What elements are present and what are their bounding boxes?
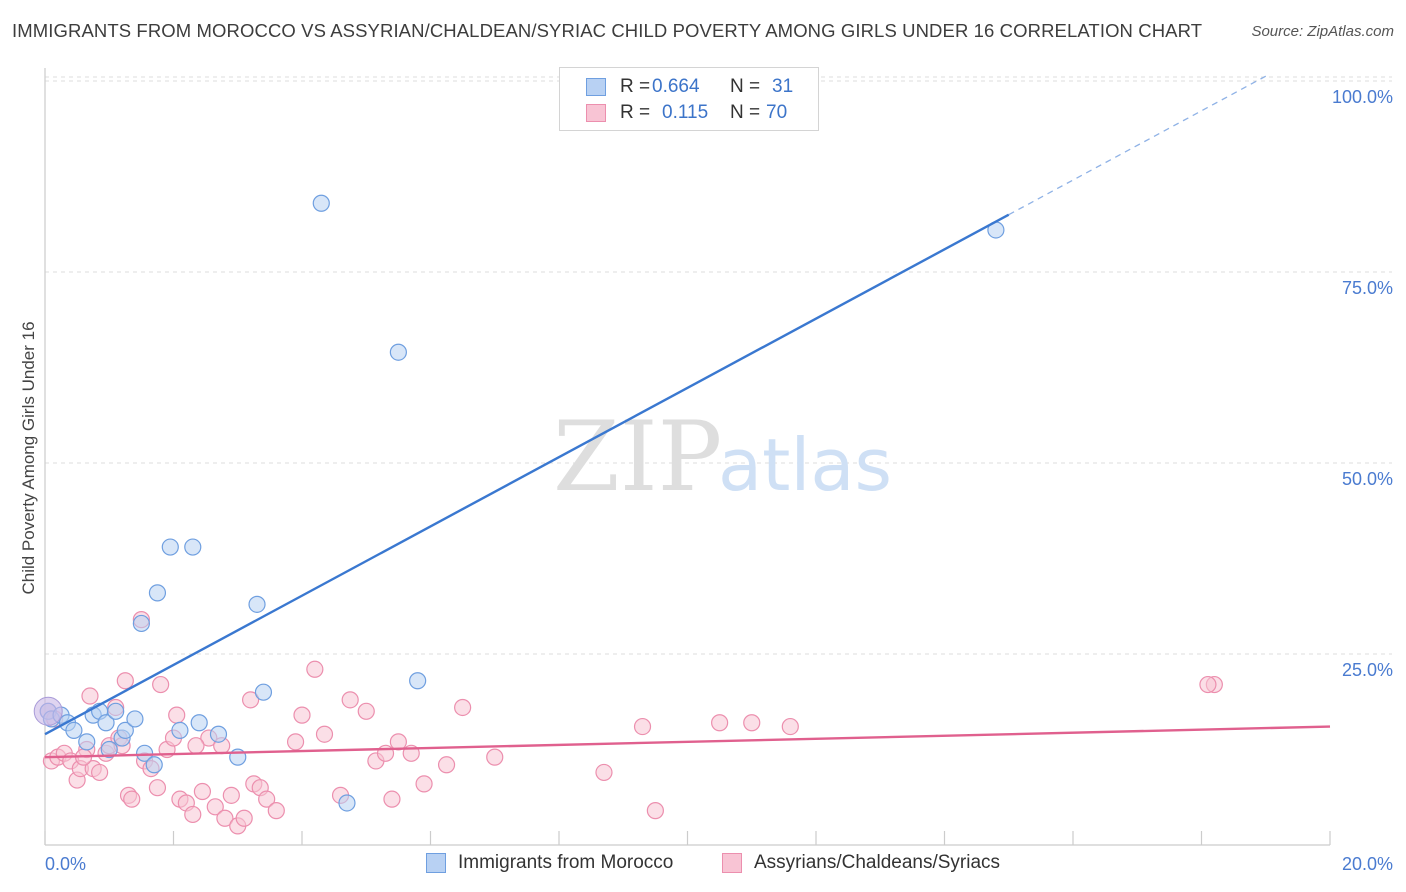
morocco-point (78, 733, 96, 751)
legend-n-label: N = (730, 76, 761, 97)
assyrians-point (315, 725, 334, 743)
bottom-legend-swatch-assyrians (722, 853, 742, 873)
morocco-point-cluster (33, 696, 63, 726)
legend-r-label: R = (620, 102, 651, 123)
x-tick-label: 20.0% (1342, 854, 1393, 874)
morocco-point (97, 714, 115, 732)
assyrians-trend-line (44, 725, 1331, 759)
legend-n-value: 70 (766, 102, 788, 123)
assyrians-point (81, 687, 99, 705)
x-tick-label: 0.0% (45, 854, 86, 874)
morocco-point (161, 538, 179, 556)
morocco-point (248, 595, 266, 613)
bottom-legend-label-morocco: Immigrants from Morocco (458, 852, 674, 873)
bottom-legend-label-assyrians: Assyrians/Chaldeans/Syriacs (754, 852, 1001, 873)
assyrians-point (216, 809, 234, 827)
assyrians-point (91, 763, 109, 782)
assyrians-point (781, 717, 799, 736)
assyrians-point (357, 702, 375, 720)
grid-layer (45, 76, 1392, 655)
watermark-zip: ZIP (553, 401, 722, 513)
legend-n-value: 31 (772, 76, 794, 97)
morocco-point (145, 756, 163, 774)
y-tick-label: 75.0% (1342, 278, 1393, 298)
morocco-point (184, 538, 202, 556)
morocco-point (148, 584, 167, 602)
assyrians-point (293, 706, 311, 724)
assyrians-point (148, 779, 167, 797)
legend-r-label: R = (620, 76, 651, 97)
y-tick-label: 25.0% (1342, 660, 1393, 680)
assyrians-point (486, 748, 504, 766)
morocco-trend-line (44, 213, 1010, 736)
assyrians-point (454, 698, 472, 717)
assyrians-point (306, 660, 324, 678)
stats-legend: R = 0.664 N = 31 R = 0.115 N = 70 (559, 67, 819, 131)
assyrians-point (187, 737, 205, 755)
morocco-point (409, 672, 427, 690)
morocco-point (209, 725, 228, 743)
assyrians-point (646, 802, 664, 820)
watermark-atlas: atlas (718, 423, 892, 507)
assyrians-points (39, 611, 1223, 835)
assyrians-point (235, 809, 253, 827)
assyrians-point (242, 691, 260, 709)
assyrians-point (383, 790, 401, 808)
assyrians-point (743, 714, 761, 732)
morocco-point (389, 343, 407, 361)
morocco-point (312, 194, 330, 212)
morocco-point (116, 721, 134, 740)
source-label: Source: ZipAtlas.com (1251, 23, 1394, 40)
morocco-point (135, 744, 154, 762)
y-tick-label: 50.0% (1342, 469, 1393, 489)
legend-r-value: 0.664 (652, 76, 700, 97)
assyrians-point (116, 672, 134, 690)
assyrians-point (286, 733, 305, 751)
assyrians-point (222, 786, 240, 804)
legend-swatch-assyrians (586, 104, 606, 122)
bottom-legend-swatch-morocco (426, 853, 446, 873)
assyrians-point (595, 763, 613, 782)
assyrians-point (711, 714, 729, 732)
morocco-point (254, 683, 273, 701)
morocco-point (100, 740, 118, 759)
assyrians-point (123, 790, 141, 808)
morocco-point (132, 614, 150, 633)
morocco-point (171, 721, 189, 740)
trend-layer (44, 75, 1331, 759)
assyrians-point (258, 790, 276, 808)
assyrians-point (267, 802, 285, 820)
morocco-trend-extension (1008, 75, 1267, 216)
assyrians-point (633, 717, 652, 736)
assyrians-point (168, 706, 186, 724)
legend-swatch-morocco (586, 78, 606, 96)
morocco-point (338, 794, 356, 812)
assyrians-point (184, 805, 202, 824)
morocco-point (107, 702, 125, 720)
morocco-points (33, 194, 1005, 812)
assyrians-point (193, 782, 212, 801)
assyrians-point (341, 691, 359, 709)
assyrians-point (206, 798, 224, 816)
morocco-point (126, 710, 144, 728)
y-axis-label: Child Poverty Among Girls Under 16 (19, 321, 38, 594)
assyrians-point (1199, 675, 1217, 694)
chart-title: IMMIGRANTS FROM MOROCCO VS ASSYRIAN/CHAL… (12, 20, 1203, 41)
assyrians-point (152, 675, 170, 694)
morocco-point (65, 721, 83, 740)
legend-n-label: N = (730, 102, 761, 123)
legend-r-value: 0.115 (662, 102, 709, 123)
morocco-point (190, 714, 208, 732)
y-tick-label: 100.0% (1332, 87, 1393, 107)
tick-layer: 25.0% 50.0% 75.0% 100.0% 0.0% 20.0% (45, 87, 1393, 874)
assyrians-point (415, 775, 433, 793)
assyrians-point (437, 756, 456, 774)
